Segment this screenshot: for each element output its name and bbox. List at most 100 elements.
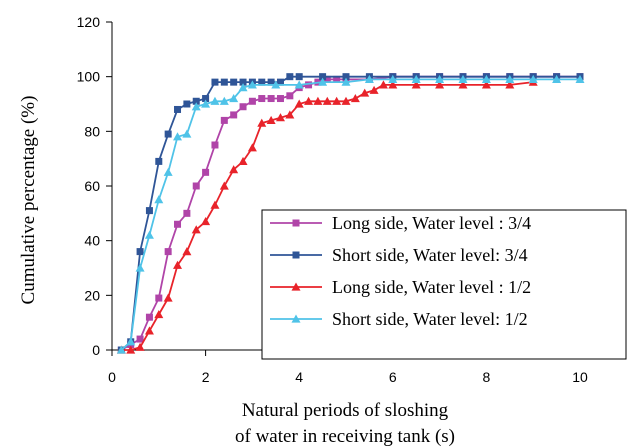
legend-label: Long side, Water level : 3/4 bbox=[332, 213, 531, 233]
data-point bbox=[191, 102, 201, 111]
data-point bbox=[411, 80, 421, 89]
data-point bbox=[528, 74, 538, 83]
data-point bbox=[295, 73, 303, 81]
data-point bbox=[230, 78, 238, 86]
data-point bbox=[239, 103, 247, 111]
data-point bbox=[257, 118, 267, 127]
data-point bbox=[481, 74, 491, 83]
data-point bbox=[229, 94, 239, 103]
data-point bbox=[276, 78, 284, 86]
data-point bbox=[219, 96, 229, 105]
data-point bbox=[458, 74, 468, 83]
y-tick-label: 100 bbox=[77, 69, 101, 85]
data-point bbox=[388, 80, 398, 89]
data-point bbox=[126, 345, 136, 354]
y-axis-title: Cumulative percentage (%) bbox=[18, 96, 39, 305]
data-point bbox=[267, 95, 275, 103]
data-point bbox=[174, 105, 182, 113]
y-tick-label: 120 bbox=[77, 14, 101, 30]
data-point bbox=[271, 80, 281, 89]
data-point bbox=[202, 95, 210, 103]
data-point bbox=[182, 247, 192, 256]
x-tick-label: 4 bbox=[295, 369, 303, 385]
data-point bbox=[248, 97, 256, 105]
data-point bbox=[505, 80, 515, 89]
data-point bbox=[173, 132, 183, 141]
y-tick-label: 0 bbox=[92, 342, 100, 358]
data-point bbox=[364, 74, 374, 83]
legend-label: Short side, Water level: 3/4 bbox=[332, 245, 528, 265]
data-point bbox=[258, 95, 266, 103]
data-point bbox=[173, 260, 183, 269]
data-point bbox=[411, 74, 421, 83]
data-point bbox=[136, 248, 144, 256]
data-point bbox=[219, 181, 229, 190]
x-tick-label: 0 bbox=[108, 369, 116, 385]
data-point bbox=[145, 207, 153, 215]
data-point bbox=[182, 129, 192, 138]
data-point bbox=[247, 80, 257, 89]
data-point bbox=[435, 74, 445, 83]
legend-swatch-marker bbox=[291, 314, 301, 323]
legend-swatch-marker bbox=[292, 219, 300, 227]
data-point bbox=[318, 77, 328, 86]
data-point bbox=[285, 110, 295, 119]
data-point bbox=[286, 73, 294, 81]
data-point bbox=[575, 74, 585, 83]
data-point bbox=[238, 83, 248, 92]
data-point bbox=[201, 99, 211, 108]
x-tick-label: 6 bbox=[389, 369, 397, 385]
data-point bbox=[163, 293, 173, 302]
y-tick-label: 20 bbox=[84, 287, 100, 303]
data-point bbox=[481, 80, 491, 89]
x-tick-label: 8 bbox=[483, 369, 491, 385]
data-point bbox=[220, 116, 228, 124]
data-point bbox=[322, 96, 332, 105]
data-point bbox=[505, 74, 515, 83]
data-point bbox=[332, 96, 342, 105]
data-point bbox=[154, 195, 164, 204]
data-point bbox=[183, 100, 191, 108]
data-point bbox=[333, 75, 341, 83]
data-point bbox=[210, 200, 220, 209]
data-point bbox=[238, 156, 248, 165]
data-point bbox=[350, 94, 360, 103]
data-point bbox=[145, 313, 153, 321]
data-point bbox=[247, 143, 257, 152]
data-point bbox=[154, 309, 164, 319]
legend-swatch-marker bbox=[291, 282, 301, 291]
data-point bbox=[155, 157, 163, 165]
data-point bbox=[294, 99, 304, 108]
data-point bbox=[229, 165, 239, 174]
legend-item: Long side, Water level : 1/2 bbox=[270, 277, 531, 297]
legend-item: Short side, Water level: 3/4 bbox=[270, 245, 528, 265]
data-point bbox=[305, 81, 313, 89]
data-point bbox=[341, 96, 351, 105]
data-point bbox=[378, 80, 388, 89]
plot-area bbox=[116, 73, 585, 354]
data-point bbox=[135, 263, 145, 272]
data-point bbox=[164, 130, 172, 138]
data-point bbox=[360, 88, 370, 97]
data-point bbox=[266, 115, 276, 124]
x-axis-title-line-2: of water in receiving tank (s) bbox=[235, 426, 455, 447]
data-point bbox=[183, 209, 191, 217]
series-line bbox=[120, 75, 580, 351]
data-point bbox=[276, 95, 284, 103]
data-point bbox=[239, 78, 247, 86]
data-point bbox=[230, 111, 238, 119]
legend-item: Long side, Water level : 3/4 bbox=[270, 213, 531, 233]
data-point bbox=[135, 342, 145, 351]
data-point bbox=[342, 73, 350, 81]
data-point bbox=[458, 80, 468, 89]
data-point bbox=[210, 96, 220, 105]
data-point bbox=[275, 113, 285, 122]
data-point bbox=[211, 78, 219, 86]
data-point bbox=[144, 326, 154, 335]
data-point bbox=[294, 80, 304, 89]
legend-item: Short side, Water level: 1/2 bbox=[270, 309, 528, 329]
x-tick-label: 2 bbox=[202, 369, 210, 385]
series-4 bbox=[116, 74, 585, 354]
data-point bbox=[341, 77, 351, 86]
